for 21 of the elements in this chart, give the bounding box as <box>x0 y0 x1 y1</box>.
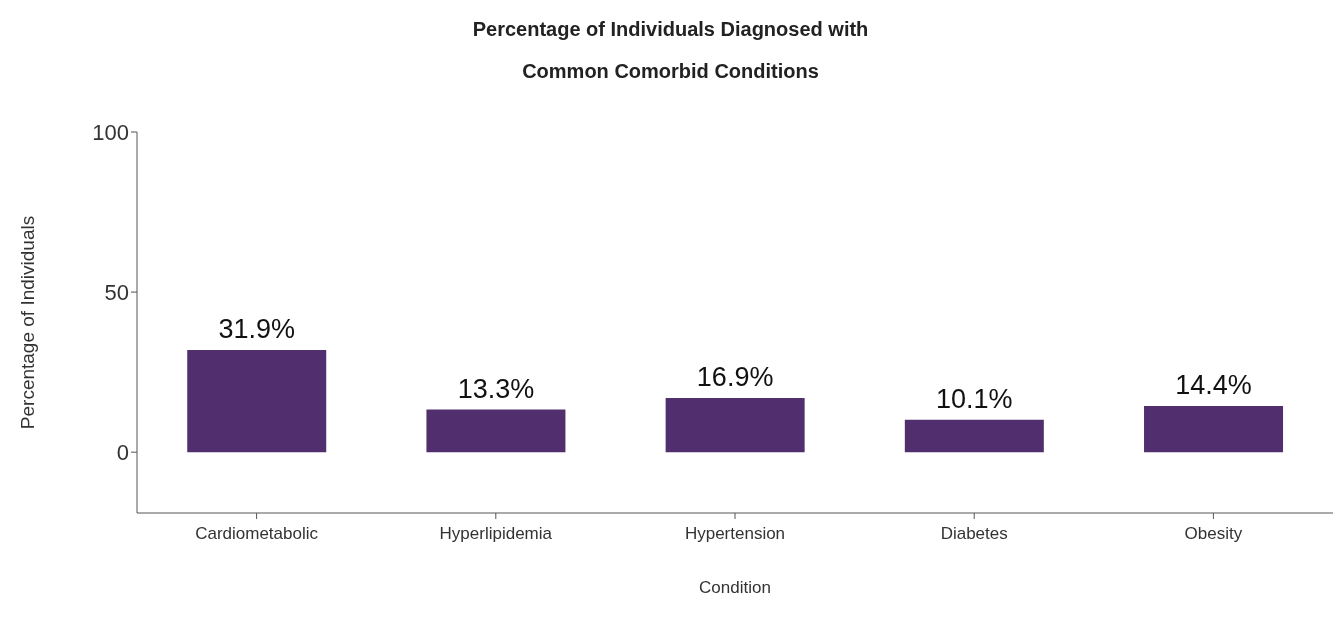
x-tick-label: Hypertension <box>684 524 786 544</box>
data-label: 31.9% <box>218 314 296 345</box>
y-axis-title: Percentage of Individuals <box>16 215 38 430</box>
data-label: 10.1% <box>936 383 1013 414</box>
y-tick-label: 0 <box>116 439 129 465</box>
x-tick-label: Diabetes <box>940 524 1008 544</box>
data-label: 14.4% <box>1175 370 1252 401</box>
bar <box>904 419 1044 453</box>
bar <box>187 350 327 453</box>
bar <box>426 409 566 453</box>
chart-title: Percentage of Individuals Diagnosed with Common Comorbid Conditions <box>471 17 870 84</box>
y-tick-label: 50 <box>104 279 129 305</box>
y-tick-label: 100 <box>92 119 129 145</box>
x-axis-title: Condition <box>699 578 771 597</box>
x-tick-label: Cardiometabolic <box>195 524 319 544</box>
bar <box>665 398 805 453</box>
x-tick-label: Obesity <box>1184 524 1243 544</box>
x-tick-label: Hyperlipidemia <box>439 524 553 544</box>
bar <box>1144 406 1284 453</box>
data-label: 16.9% <box>696 362 774 393</box>
data-label: 13.3% <box>457 373 535 404</box>
